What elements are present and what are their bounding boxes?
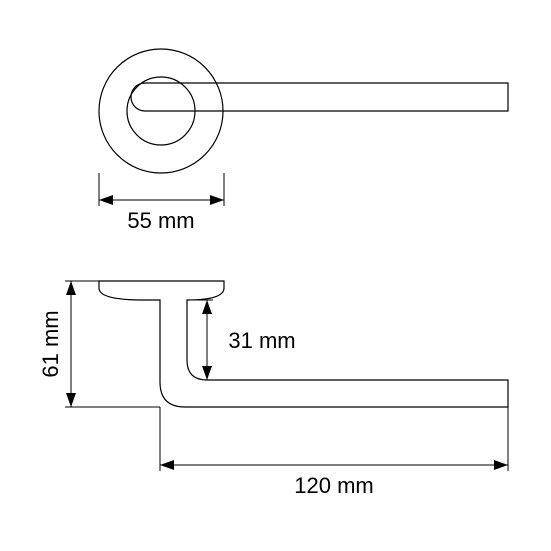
- technical-drawing: 55 mm 31 mm 61 mm: [0, 0, 551, 551]
- side-view: [99, 281, 508, 407]
- dim-120mm-label: 120 mm: [294, 473, 373, 498]
- dim-31mm: 31 mm: [187, 300, 296, 380]
- dim-55mm-label: 55 mm: [127, 208, 194, 233]
- top-view: [99, 49, 508, 173]
- dim-55mm: 55 mm: [99, 173, 224, 233]
- lever-plan: [131, 83, 508, 111]
- dim-120mm: 120 mm: [160, 407, 508, 498]
- dim-31mm-label: 31 mm: [228, 328, 295, 353]
- handle-side-profile: [99, 281, 508, 407]
- dim-61mm-label: 61 mm: [38, 310, 63, 377]
